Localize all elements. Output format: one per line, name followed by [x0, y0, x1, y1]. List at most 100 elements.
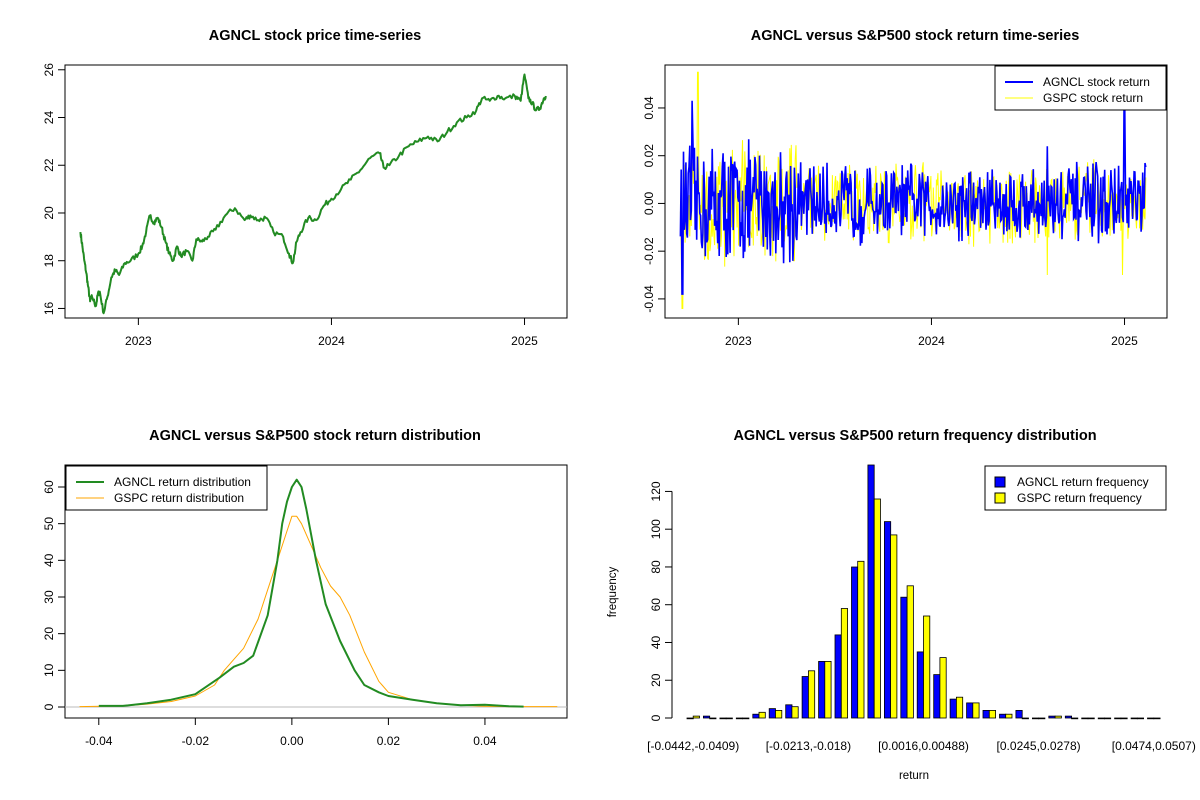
- returns-plot-frame: [664, 64, 1168, 319]
- returns-plot-area: [679, 71, 1147, 309]
- price-x-tick-label: 2025: [511, 334, 538, 348]
- density-legend-label: AGNCL return distribution: [114, 475, 251, 489]
- agncl-frequency-bar: [884, 521, 892, 719]
- agncl-frequency-bar: [801, 676, 809, 719]
- price-y-tick-label: 16: [42, 301, 56, 315]
- gspc-frequency-bar: [972, 702, 980, 719]
- density-x-axis: -0.04 -0.02 0.00 0.02 0.04: [85, 718, 497, 748]
- density-y-tick-label: 30: [42, 590, 56, 604]
- agncl-frequency-bar: [1048, 715, 1056, 719]
- returns-y-tick-label: 0.00: [642, 191, 656, 215]
- agncl-frequency-bar: [1097, 717, 1105, 720]
- agncl-frequency-bar: [851, 566, 859, 719]
- gspc-frequency-bar: [725, 717, 733, 720]
- agncl-frequency-bar: [966, 702, 974, 719]
- agncl-frequency-bar: [719, 717, 727, 720]
- density-y-tick-label: 60: [42, 480, 56, 494]
- frequency-x-tick-label: [0.0474,0.0507): [1112, 739, 1196, 753]
- density-legend-box: [65, 465, 268, 511]
- price-y-tick-label: 26: [42, 63, 56, 77]
- frequency-x-axis-label: return: [899, 770, 929, 782]
- agncl-frequency-bar: [1147, 717, 1155, 720]
- density-legend: AGNCL return distribution GSPC return dis…: [65, 465, 268, 511]
- gspc-frequency-bar: [890, 534, 898, 719]
- agncl-frequency-bar: [949, 698, 957, 719]
- frequency-x-tick-label: [0.0245,0.0278): [997, 739, 1081, 753]
- frequency-y-tick-label: 20: [649, 673, 663, 687]
- gspc-frequency-bar: [1136, 717, 1145, 720]
- gspc-frequency-bar: [857, 560, 865, 719]
- gspc-frequency-bar: [840, 608, 848, 719]
- agncl-frequency-bar: [752, 713, 760, 719]
- gspc-frequency-bar: [824, 661, 832, 719]
- returns-legend-label: AGNCL stock return: [1043, 75, 1150, 89]
- price-plot-area: [79, 73, 547, 315]
- price-plot-frame: [64, 64, 568, 319]
- agncl-frequency-bar: [867, 464, 875, 719]
- density-x-tick-label: 0.04: [473, 734, 497, 748]
- agncl-frequency-bar: [735, 717, 743, 720]
- agncl-frequency-bar: [1114, 717, 1122, 720]
- returns-x-tick-label: 2025: [1111, 334, 1138, 348]
- agncl-frequency-bar: [1081, 717, 1089, 720]
- price-x-tick-label: 2023: [125, 334, 152, 348]
- returns-x-axis: 2023 2024 2025: [725, 318, 1138, 348]
- gspc-frequency-bar: [808, 670, 816, 719]
- frequency-y-tick-label: 0: [649, 714, 663, 721]
- price-x-tick-label: 2024: [318, 334, 345, 348]
- frequency-legend-label: GSPC return frequency: [1017, 491, 1142, 505]
- gspc-frequency-bar: [742, 717, 750, 720]
- density-x-tick-label: -0.04: [85, 734, 113, 748]
- frequency-y-tick-label: 60: [649, 598, 663, 612]
- returns-y-tick-label: -0.02: [642, 237, 656, 265]
- returns-x-tick-label: 2023: [725, 334, 752, 348]
- density-y-tick-label: 40: [42, 553, 56, 567]
- price-chart-title: AGNCL stock price time-series: [209, 28, 421, 44]
- density-y-tick-label: 20: [42, 627, 56, 641]
- gspc-frequency-bar: [1054, 715, 1062, 719]
- gspc-frequency-bar: [988, 710, 996, 719]
- gspc-frequency-bar: [923, 615, 931, 719]
- frequency-legend-label: AGNCL return frequency: [1017, 475, 1149, 489]
- returns-chart-title: AGNCL versus S&P500 stock return time-se…: [751, 28, 1080, 44]
- density-plot-area: [65, 478, 567, 708]
- frequency-legend-box: [984, 465, 1167, 511]
- gspc-frequency-bar: [906, 585, 914, 719]
- gspc-frequency-bar: [873, 498, 881, 719]
- agncl-frequency-bar: [999, 713, 1007, 719]
- returns-y-tick-label: 0.04: [642, 96, 656, 120]
- returns-legend-box: [994, 65, 1167, 111]
- frequency-x-tick-label: [-0.0442,-0.0409): [647, 739, 739, 753]
- frequency-x-tick-label: [0.0016,0.00488): [878, 739, 969, 753]
- density-plot-frame: [64, 464, 568, 719]
- agncl-density-line: [98, 478, 524, 708]
- gspc-frequency-bar: [939, 657, 947, 719]
- price-y-tick-label: 20: [42, 206, 56, 220]
- agncl-frequency-bar: [916, 651, 924, 719]
- gspc-frequency-bar: [692, 715, 700, 719]
- frequency-y-axis-label: frequency: [607, 567, 619, 618]
- agncl-frequency-bar: [1015, 710, 1023, 719]
- price-chart-panel: AGNCL stock price time-series 2023 2024 20…: [42, 28, 568, 348]
- agncl-frequency-bar: [785, 704, 793, 719]
- frequency-plot-area: [686, 464, 1161, 720]
- returns-x-tick-label: 2024: [918, 334, 945, 348]
- returns-y-axis: -0.04 -0.02 0.00 0.02 0.04: [642, 96, 665, 313]
- gspc-frequency-bar: [775, 710, 783, 719]
- agncl-frequency-bar: [818, 661, 826, 719]
- gspc-frequency-bar: [1104, 717, 1112, 720]
- gspc-frequency-bar: [1021, 717, 1029, 720]
- density-x-tick-label: -0.02: [182, 734, 210, 748]
- price-y-tick-label: 24: [42, 111, 56, 125]
- returns-chart-panel: AGNCL versus S&P500 stock return time-se…: [642, 28, 1168, 348]
- returns-legend-label: GSPC stock return: [1043, 91, 1143, 105]
- returns-y-tick-label: -0.04: [642, 285, 656, 313]
- density-chart-title: AGNCL versus S&P500 stock return distrib…: [149, 428, 481, 444]
- price-x-axis: 2023 2024 2025: [125, 318, 538, 348]
- density-y-tick-label: 10: [42, 663, 56, 677]
- frequency-x-tick-label: [-0.0213,-0.018): [766, 739, 851, 753]
- density-y-tick-label: 50: [42, 517, 56, 531]
- agncl-frequency-bar: [768, 708, 776, 719]
